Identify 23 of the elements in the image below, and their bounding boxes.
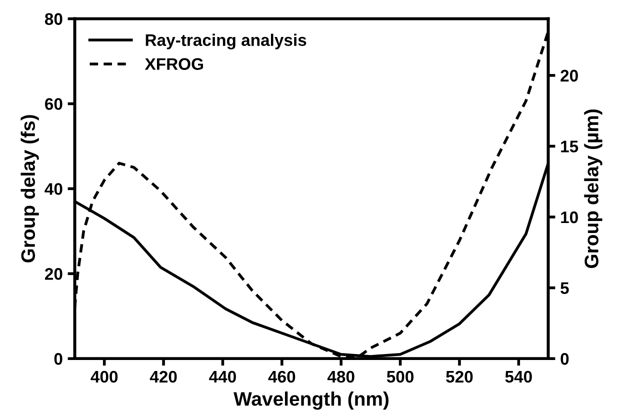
x-tick-label: 500 [386, 370, 414, 383]
y2-tick-label: 5 [560, 282, 569, 294]
y-tick-label: 60 [45, 98, 62, 110]
y-tick-label: 0 [54, 353, 62, 365]
legend-label: XFROG [144, 58, 203, 70]
x-axis-title: Wavelength (nm) [234, 392, 388, 410]
x-tick-label: 540 [505, 370, 532, 383]
y-axis-title: Group delay (fs) [20, 115, 39, 262]
y2-tick-label: 10 [561, 211, 578, 224]
x-tick-label: 460 [268, 370, 296, 383]
x-tick-label: 520 [446, 370, 473, 383]
x-tick-label: 440 [209, 370, 236, 383]
y-tick-label: 20 [44, 268, 62, 280]
y2-tick-label: 0 [560, 353, 569, 365]
y-tick-label: 40 [44, 183, 62, 195]
y2-tick-label: 20 [560, 70, 578, 82]
x-tick-label: 420 [150, 370, 177, 383]
legend-label: Ray-tracing analysis [146, 34, 306, 50]
y-tick-label: 80 [44, 13, 62, 25]
y2-axis-title: Group delay (µm) [584, 110, 602, 268]
x-tick-label: 480 [327, 370, 354, 383]
y2-tick-label: 15 [561, 140, 578, 152]
x-tick-label: 400 [90, 370, 118, 383]
